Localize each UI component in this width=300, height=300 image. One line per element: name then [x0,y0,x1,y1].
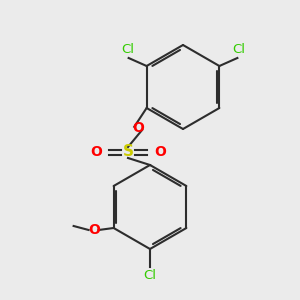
Text: Cl: Cl [121,43,134,56]
Text: O: O [89,223,100,237]
Text: Cl: Cl [232,43,245,56]
Text: O: O [154,145,166,159]
Text: O: O [132,121,144,135]
Text: Cl: Cl [143,269,157,282]
Text: S: S [122,145,134,160]
Text: O: O [90,145,102,159]
